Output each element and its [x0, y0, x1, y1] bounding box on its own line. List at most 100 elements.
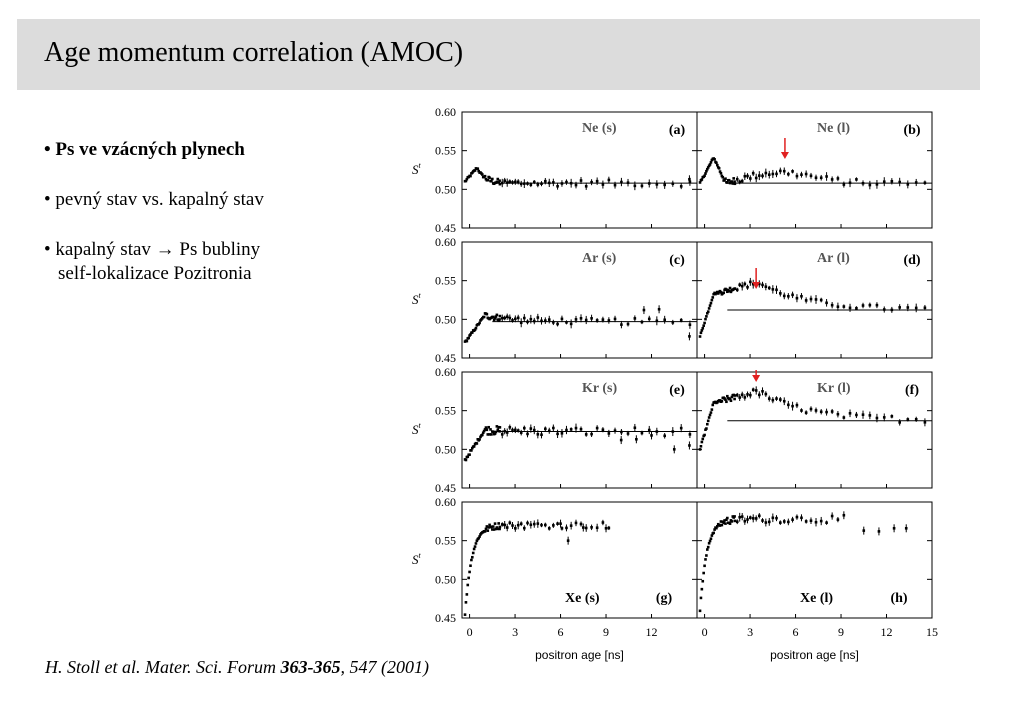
data-point: [725, 288, 728, 291]
y-axis-label: St: [412, 161, 422, 177]
data-point: [709, 537, 713, 540]
data-point: [486, 529, 490, 532]
data-point: [710, 298, 714, 302]
data-point: [729, 290, 733, 294]
data-point: [702, 324, 705, 327]
data-point: [472, 547, 476, 551]
y-tick-label: 0.55: [435, 144, 456, 158]
data-point: [726, 394, 729, 398]
y-axis-label: St: [412, 421, 422, 437]
data-point: [707, 307, 711, 310]
data-point: [704, 317, 707, 321]
data-point: [718, 524, 722, 527]
y-tick-label: 0.45: [435, 351, 456, 365]
x-tick-label: 12: [881, 625, 893, 639]
data-point: [466, 583, 470, 587]
data-point: [469, 564, 472, 568]
y-axis-label: St: [412, 551, 422, 567]
citation-authors: H. Stoll et al. Mater. Sci. Forum: [45, 657, 281, 677]
data-point: [712, 292, 715, 296]
citation-volume: 363-365: [280, 657, 341, 677]
data-point: [489, 428, 492, 431]
data-point: [712, 531, 715, 535]
x-tick-label: 9: [603, 625, 609, 639]
data-point: [713, 528, 716, 531]
data-point: [717, 167, 721, 170]
panel-frame: [461, 241, 698, 359]
data-point: [477, 169, 480, 173]
data-point: [715, 526, 718, 530]
y-tick-label: 0.45: [435, 611, 456, 625]
data-point: [728, 522, 732, 525]
data-point: [471, 171, 474, 175]
data-point: [471, 331, 474, 334]
data-point: [728, 397, 732, 400]
data-point: [471, 446, 474, 450]
data-point: [705, 427, 708, 430]
data-point: [469, 333, 472, 336]
data-point: [491, 430, 495, 434]
data-point: [475, 442, 479, 445]
data-point: [725, 400, 728, 404]
data-point: [698, 335, 702, 338]
data-point: [487, 425, 490, 429]
data-point: [700, 329, 704, 332]
data-point: [495, 526, 499, 529]
data-point: [722, 521, 725, 525]
data-point: [711, 296, 715, 299]
data-point: [495, 425, 499, 428]
data-point: [492, 318, 496, 322]
data-point: [465, 593, 469, 596]
data-point: [475, 539, 479, 543]
data-point: [730, 395, 734, 399]
data-point: [716, 290, 719, 294]
panel-letter: (a): [669, 123, 686, 138]
data-point: [482, 315, 486, 319]
panel-f: Kr (l) (f): [696, 370, 933, 489]
data-point: [705, 554, 708, 557]
data-point: [718, 170, 722, 173]
data-point: [719, 520, 723, 523]
x-tick-label: 0: [702, 625, 708, 639]
data-point: [703, 433, 706, 437]
data-point: [727, 178, 731, 182]
data-point: [490, 525, 493, 529]
x-tick-label: 3: [512, 625, 518, 639]
data-point: [477, 536, 480, 540]
data-point: [701, 437, 705, 441]
data-point: [481, 173, 484, 176]
data-point: [706, 167, 709, 171]
x-tick-label: 9: [838, 625, 844, 639]
data-point: [703, 321, 706, 325]
data-point: [470, 558, 473, 562]
data-point: [481, 433, 484, 437]
data-point: [724, 522, 727, 525]
red-arrow-head: [780, 152, 789, 159]
x-tick-label: 6: [558, 625, 564, 639]
data-point: [496, 527, 500, 531]
y-tick-label: 0.45: [435, 481, 456, 495]
data-point: [720, 523, 724, 527]
data-point: [486, 178, 490, 182]
data-point: [483, 174, 487, 178]
data-point: [498, 430, 501, 433]
data-point: [732, 177, 735, 180]
y-tick-label: 0.50: [435, 572, 456, 586]
data-point: [726, 290, 729, 294]
panel-frame: [696, 371, 933, 489]
data-point: [491, 525, 495, 528]
data-point: [477, 323, 480, 326]
panel-frame: [696, 501, 933, 619]
panel-e: 0.60 0.55 0.50 0.45 St Kr (s) (e): [412, 365, 698, 495]
data-point: [488, 433, 491, 436]
panel-gas-label: Xe (s): [565, 591, 600, 606]
y-tick-label: 0.60: [435, 105, 456, 119]
y-tick-label: 0.50: [435, 182, 456, 196]
data-point: [484, 426, 488, 429]
data-point: [726, 516, 729, 520]
data-point: [708, 163, 712, 166]
data-point: [705, 315, 708, 318]
data-point: [463, 613, 467, 616]
data-point: [730, 180, 734, 183]
data-point: [487, 526, 490, 529]
